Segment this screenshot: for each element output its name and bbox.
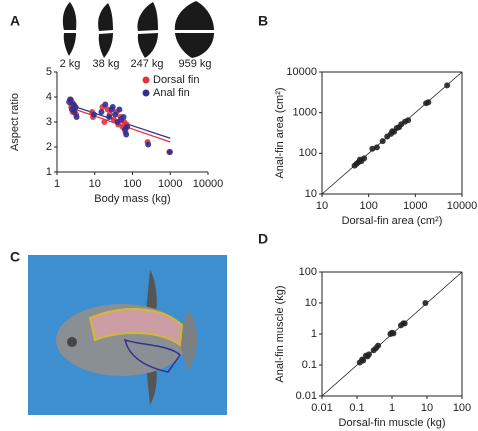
point [90, 111, 97, 118]
point [405, 117, 412, 124]
y-tick-label: 10 [305, 188, 317, 200]
x-tick-label: 0.1 [349, 402, 364, 414]
silhouette-label: 2 kg [60, 58, 81, 70]
panel-label: A [10, 13, 20, 29]
y-tick-label: 100 [299, 147, 317, 159]
x-tick-label: 10 [421, 402, 433, 414]
fish-fin [146, 270, 157, 312]
silhouette [62, 2, 77, 56]
x-tick-label: 100 [359, 200, 377, 212]
muscle-outline [123, 338, 181, 373]
silhouette-label: 959 kg [178, 58, 211, 70]
point [124, 124, 131, 130]
y-axis-label: Anal-fin muscle (kg) [274, 285, 286, 382]
legend-label: Dorsal fin [153, 74, 199, 86]
x-tick-label: 10000 [447, 200, 478, 212]
panel-label: B [258, 13, 268, 29]
point [401, 320, 408, 327]
silhouette [174, 1, 214, 58]
point [98, 109, 105, 115]
photo [28, 255, 227, 415]
point [112, 111, 119, 118]
x-tick-label: 10 [89, 178, 101, 190]
y-tick-label: 100 [299, 266, 317, 278]
y-tick-label: 0.01 [296, 390, 317, 402]
muscle-outline [88, 307, 184, 347]
point [369, 145, 376, 152]
y-tick-label: 1 [46, 166, 52, 178]
point [123, 131, 130, 138]
y-axis-label: Anal-fin area (cm²) [274, 87, 286, 178]
x-tick-label: 10 [316, 200, 328, 212]
panel-label: D [258, 231, 268, 247]
point [120, 114, 127, 120]
x-axis-label: Body mass (kg) [94, 193, 170, 205]
silhouette-label: 247 kg [130, 58, 163, 70]
point [375, 342, 382, 349]
legend-label: Anal fin [153, 87, 190, 99]
x-axis-label: Dorsal-fin area (cm²) [342, 215, 443, 227]
legend-marker [142, 89, 150, 97]
x-tick-label: 10000 [193, 178, 224, 190]
x-tick-label: 1000 [403, 200, 427, 212]
x-tick-label: 100 [123, 178, 141, 190]
point [361, 155, 368, 162]
y-tick-label: 4 [46, 91, 52, 103]
y-tick-label: 5 [46, 66, 52, 78]
fish-tail [178, 310, 197, 370]
point [360, 357, 367, 364]
point [72, 104, 79, 110]
panel-label: C [10, 249, 20, 265]
y-tick-label: 10000 [286, 66, 317, 78]
point [67, 96, 74, 103]
point [102, 101, 109, 108]
silhouette [98, 3, 113, 58]
legend-marker [142, 76, 150, 84]
silhouette-label: 38 kg [93, 58, 120, 70]
x-tick-label: 1 [54, 178, 60, 190]
point [73, 114, 80, 120]
x-tick-label: 1000 [158, 178, 182, 190]
y-tick-label: 3 [46, 116, 52, 128]
x-tick-label: 1 [389, 402, 395, 414]
point [373, 144, 380, 151]
x-tick-label: 0.01 [311, 402, 332, 414]
point [390, 330, 397, 337]
silhouette [137, 2, 158, 58]
point [425, 99, 432, 106]
y-tick-label: 1 [311, 328, 317, 340]
silhouettes [62, 1, 214, 58]
x-axis-label: Dorsal-fin muscle (kg) [339, 417, 446, 429]
x-tick-label: 100 [453, 402, 471, 414]
fish-eye [67, 337, 77, 347]
y-tick-label: 0.1 [302, 359, 317, 371]
point [379, 138, 386, 145]
point [109, 104, 116, 110]
point [365, 351, 372, 358]
y-tick-label: 1000 [293, 107, 317, 119]
fish-fin [146, 366, 157, 405]
point [101, 119, 108, 125]
y-axis-label: Aspect ratio [9, 93, 21, 151]
point [106, 114, 113, 120]
point [422, 300, 429, 306]
y-tick-label: 10 [305, 297, 317, 309]
point [444, 82, 451, 89]
point [116, 106, 123, 113]
point [71, 109, 78, 115]
point [166, 149, 173, 155]
point [145, 141, 152, 148]
y-tick-label: 2 [46, 141, 52, 153]
